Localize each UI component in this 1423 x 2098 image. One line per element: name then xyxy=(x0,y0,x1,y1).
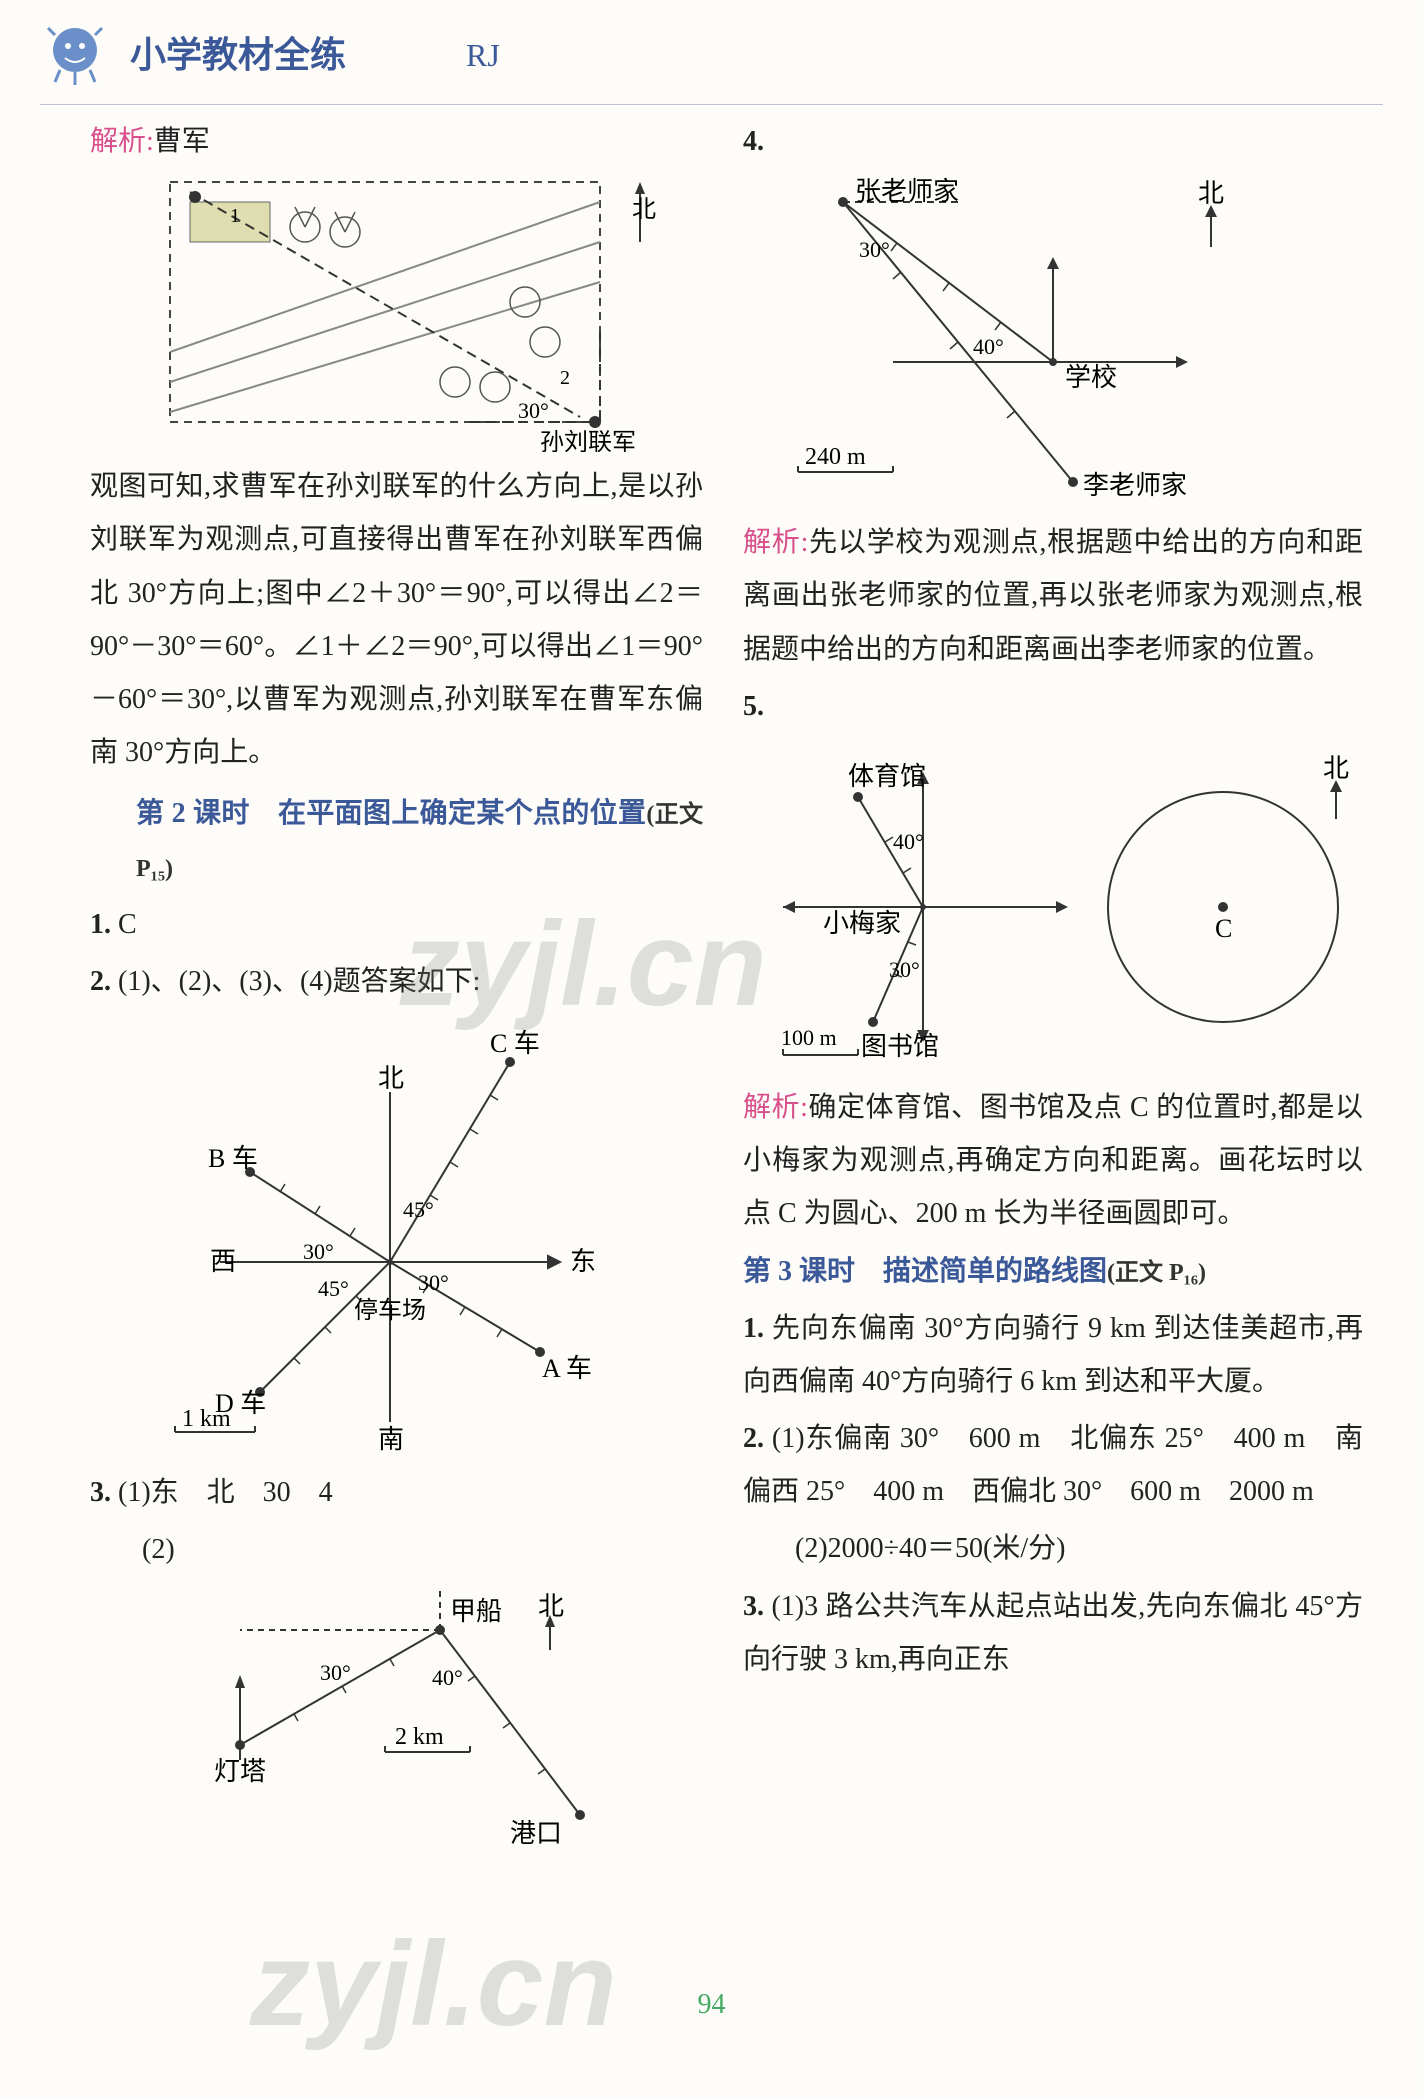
svg-text:2: 2 xyxy=(560,367,570,389)
svg-text:100 m: 100 m xyxy=(781,1025,837,1050)
book-title: 小学教材全练 xyxy=(130,21,346,89)
analysis-1-body: 观图可知,求曹军在孙刘联军的什么方向上,是以孙刘联军为观测点,可直接得出曹军在孙… xyxy=(90,460,703,779)
svg-text:西: 西 xyxy=(210,1247,236,1276)
svg-text:40°: 40° xyxy=(432,1665,463,1690)
q3-num: 3. xyxy=(90,1477,111,1508)
s3-q1-num: 1. xyxy=(743,1313,764,1344)
figure-battle-map: 1 2 30° 北 孙刘联军 xyxy=(160,172,690,452)
s3-q1: 1. 先向东偏南 30°方向骑行 9 km 到达佳美超市,再向西偏南 40°方向… xyxy=(743,1302,1363,1408)
analysis-4: 解析:先以学校为观测点,根据题中给出的方向和距离画出张老师家的位置,再以张老师家… xyxy=(743,516,1363,676)
section-title-text: 第 2 课时 在平面图上确定某个点的位置 xyxy=(136,798,646,829)
svg-text:港口: 港口 xyxy=(510,1819,562,1848)
s3-q3-num: 3. xyxy=(743,1591,764,1622)
svg-text:孙刘联军: 孙刘联军 xyxy=(540,429,636,452)
svg-text:李老师家: 李老师家 xyxy=(1083,471,1187,500)
svg-text:东: 东 xyxy=(570,1247,596,1276)
figure-xiaomei: 体育馆 北 40° 小梅家 C 30° 图书馆 100 m xyxy=(763,737,1363,1077)
page-number: 94 xyxy=(698,1978,726,2031)
svg-text:30°: 30° xyxy=(303,1239,334,1264)
section-3-title-text: 第 3 课时 描述简单的路线图 xyxy=(743,1256,1107,1287)
figure-parking-compass: C 车 北 B 车 西 东 30° 45° 45° 30° 停车场 D 车 A … xyxy=(120,1012,660,1462)
svg-text:北: 北 xyxy=(1323,754,1349,783)
svg-text:停车场: 停车场 xyxy=(354,1297,426,1324)
logo-icon xyxy=(40,20,110,90)
figure-ship: 甲船 北 30° 40° 灯塔 2 km 港口 xyxy=(180,1580,660,1850)
edition-label: RJ xyxy=(466,25,500,86)
s3-q2: 2. (1)东偏南 30° 600 m 北偏东 25° 400 m 南偏西 25… xyxy=(743,1412,1363,1518)
s3-q3-text: (1)3 路公共汽车从起点站出发,先向东偏北 45°方向行驶 3 km,再向正东 xyxy=(743,1591,1363,1675)
svg-text:30°: 30° xyxy=(889,957,920,982)
q1-ans: C xyxy=(118,909,137,940)
section-2-title: 第 2 课时 在平面图上确定某个点的位置(正文 P₁₅) xyxy=(90,787,703,893)
caojun-label: 曹军 xyxy=(154,126,210,157)
q2-num: 2. xyxy=(90,966,111,997)
svg-text:北: 北 xyxy=(1198,179,1224,208)
svg-text:30°: 30° xyxy=(320,1660,351,1685)
watermark-2: zyjl.cn xyxy=(250,1870,617,2098)
q4-num: 4. xyxy=(743,126,764,157)
svg-text:北: 北 xyxy=(632,196,656,223)
s3-q3: 3. (1)3 路公共汽车从起点站出发,先向东偏北 45°方向行驶 3 km,再… xyxy=(743,1580,1363,1686)
angle-30: 30° xyxy=(518,398,549,423)
s3-q1-text: 先向东偏南 30°方向骑行 9 km 到达佳美超市,再向西偏南 40°方向骑行 … xyxy=(743,1313,1363,1397)
svg-text:30°: 30° xyxy=(418,1270,449,1295)
q1: 1. C xyxy=(90,898,703,951)
jiexi-label: 解析: xyxy=(90,126,154,157)
page-header: 小学教材全练 RJ xyxy=(0,0,1423,100)
right-column: 4. 张老师家 北 30° 40° 学校 李老师家 240 m 解析:先以学校为… xyxy=(743,115,1363,1854)
svg-text:A 车: A 车 xyxy=(542,1354,592,1383)
svg-text:甲船: 甲船 xyxy=(450,1597,502,1626)
svg-text:C: C xyxy=(1215,914,1232,943)
analysis-1-head: 解析:曹军 xyxy=(90,115,703,168)
analysis-4-body: 先以学校为观测点,根据题中给出的方向和距离画出张老师家的位置,再以张老师家为观测… xyxy=(743,527,1363,664)
figure-teachers: 张老师家 北 30° 40° 学校 李老师家 240 m xyxy=(763,172,1323,512)
svg-text:南: 南 xyxy=(378,1425,404,1454)
svg-text:图书馆: 图书馆 xyxy=(861,1032,939,1061)
svg-text:北: 北 xyxy=(538,1592,564,1621)
analysis-5: 解析:确定体育馆、图书馆及点 C 的位置时,都是以小梅家为观测点,再确定方向和距… xyxy=(743,1081,1363,1241)
q3-1-text: (1)东 北 30 4 xyxy=(118,1477,333,1508)
section-3-title: 第 3 课时 描述简单的路线图(正文 P₁₆) xyxy=(743,1245,1363,1298)
q2: 2. (1)、(2)、(3)、(4)题答案如下: xyxy=(90,955,703,1008)
svg-text:1 km: 1 km xyxy=(182,1406,231,1432)
svg-text:45°: 45° xyxy=(403,1197,434,1222)
svg-text:2 km: 2 km xyxy=(395,1724,444,1750)
svg-text:体育馆: 体育馆 xyxy=(848,762,926,791)
q4: 4. xyxy=(743,115,1363,168)
svg-text:B 车: B 车 xyxy=(208,1144,258,1173)
svg-text:40°: 40° xyxy=(973,334,1004,359)
q5: 5. xyxy=(743,680,1363,733)
svg-text:45°: 45° xyxy=(318,1276,349,1301)
s3-q2-2: (2)2000÷40＝50(米/分) xyxy=(743,1522,1363,1575)
svg-text:学校: 学校 xyxy=(1065,363,1117,392)
svg-text:30°: 30° xyxy=(859,237,890,262)
jiexi-label-5: 解析: xyxy=(743,1092,808,1123)
q3-2: (2) xyxy=(90,1523,703,1576)
svg-text:灯塔: 灯塔 xyxy=(214,1757,266,1786)
q2-text: (1)、(2)、(3)、(4)题答案如下: xyxy=(118,966,480,997)
svg-text:张老师家: 张老师家 xyxy=(855,177,959,206)
analysis-5-body: 确定体育馆、图书馆及点 C 的位置时,都是以小梅家为观测点,再确定方向和距离。画… xyxy=(743,1092,1363,1229)
left-column: 解析:曹军 1 2 30° 北 孙刘联军 观图可知,求曹军在孙刘联军的什么方向上… xyxy=(90,115,703,1854)
svg-text:C 车: C 车 xyxy=(490,1029,540,1058)
s3-q2-num: 2. xyxy=(743,1423,764,1454)
svg-text:1: 1 xyxy=(230,205,240,227)
section-3-ref-text: (正文 P₁₆) xyxy=(1107,1260,1206,1286)
q5-num: 5. xyxy=(743,691,764,722)
svg-text:240 m: 240 m xyxy=(805,444,866,470)
q3-1: 3. (1)东 北 30 4 xyxy=(90,1466,703,1519)
q1-num: 1. xyxy=(90,909,111,940)
svg-text:40°: 40° xyxy=(893,829,924,854)
svg-text:北: 北 xyxy=(378,1064,404,1093)
s3-q2-1-text: (1)东偏南 30° 600 m 北偏东 25° 400 m 南偏西 25° 4… xyxy=(743,1423,1363,1507)
svg-text:小梅家: 小梅家 xyxy=(823,909,901,938)
content-columns: 解析:曹军 1 2 30° 北 孙刘联军 观图可知,求曹军在孙刘联军的什么方向上… xyxy=(0,115,1423,1854)
header-rule xyxy=(40,104,1383,105)
jiexi-label-4: 解析: xyxy=(743,527,808,558)
